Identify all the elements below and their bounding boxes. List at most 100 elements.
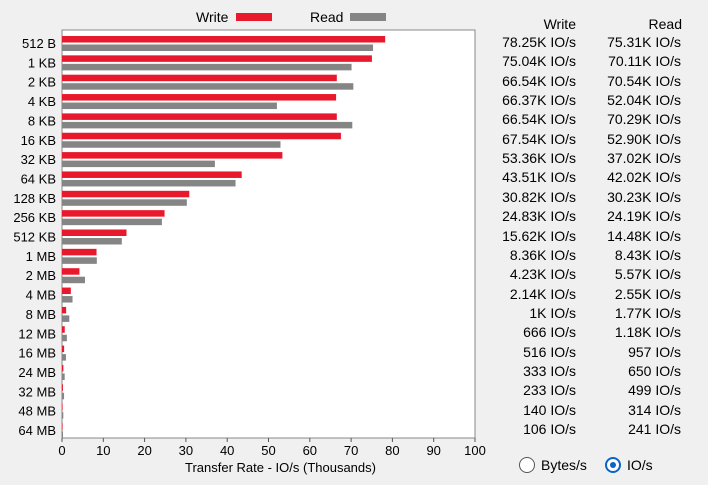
category-label: 8 MB xyxy=(26,307,56,322)
table-row: 24.83K IO/s 24.19K IO/s xyxy=(480,208,705,226)
write-value: 140 IO/s xyxy=(523,401,576,418)
write-value: 233 IO/s xyxy=(523,382,576,399)
x-tick-label: 90 xyxy=(426,443,440,458)
read-value: 70.54K IO/s xyxy=(607,72,681,89)
write-bar xyxy=(62,190,190,198)
category-label: 128 KB xyxy=(13,191,56,206)
chart-svg: 512 B 1 KB 2 KB 4 KB 8 KB 16 KB 32 KB 64 KB 128 … xyxy=(13,29,486,475)
category-label: 64 MB xyxy=(18,423,56,438)
write-bar xyxy=(62,152,283,159)
legend-write-label: Write xyxy=(196,9,229,25)
ios-per-second-radio[interactable]: IO/s xyxy=(605,455,653,475)
table-row: 333 IO/s 650 IO/s xyxy=(480,363,705,381)
x-axis-label: Transfer Rate - IO/s (Thousands) xyxy=(185,460,376,475)
x-tick-label: 10 xyxy=(96,443,110,458)
read-value: 42.02K IO/s xyxy=(607,169,681,186)
write-bar xyxy=(62,423,63,430)
write-value: 8.36K IO/s xyxy=(509,246,576,263)
write-value: 78.25K IO/s xyxy=(502,34,576,50)
table-row: 15.62K IO/s 14.48K IO/s xyxy=(480,228,705,246)
ios-radio-label: IO/s xyxy=(627,457,653,473)
write-value: 66.37K IO/s xyxy=(502,92,576,109)
table-row: 233 IO/s 499 IO/s xyxy=(480,382,705,400)
table-row: 666 IO/s 1.18K IO/s xyxy=(480,324,705,342)
read-value: 1.77K IO/s xyxy=(614,304,681,321)
table-row: 53.36K IO/s 37.02K IO/s xyxy=(480,150,705,168)
table-row: 66.37K IO/s 52.04K IO/s xyxy=(480,92,705,110)
write-bar xyxy=(62,306,67,314)
ios-radio-circle[interactable] xyxy=(605,457,621,473)
category-label: 16 KB xyxy=(21,133,56,148)
bytes-radio-circle[interactable] xyxy=(519,457,535,473)
read-value: 8.43K IO/s xyxy=(614,246,681,263)
x-tick-label: 80 xyxy=(385,443,399,458)
read-value: 957 IO/s xyxy=(628,343,681,360)
x-tick-label: 70 xyxy=(344,443,358,458)
read-value: 2.55K IO/s xyxy=(614,285,681,302)
transfer-rate-chart: 512 B 1 KB 2 KB 4 KB 8 KB 16 KB 32 KB 64 KB 128 … xyxy=(13,29,486,475)
write-value: 30.82K IO/s xyxy=(502,188,576,205)
bytes-per-second-radio[interactable]: Bytes/s xyxy=(519,455,587,475)
write-value: 66.54K IO/s xyxy=(502,111,576,128)
read-value: 70.29K IO/s xyxy=(607,111,681,128)
write-value: 75.04K IO/s xyxy=(502,53,576,70)
write-bar xyxy=(62,113,337,120)
category-label: 512 KB xyxy=(13,230,56,245)
read-bar xyxy=(62,296,73,303)
write-value: 1K IO/s xyxy=(529,304,576,321)
write-bar xyxy=(62,364,64,372)
write-bar xyxy=(62,55,372,62)
write-bar xyxy=(62,248,97,256)
table-row: 140 IO/s 314 IO/s xyxy=(480,402,705,420)
x-tick-label: 20 xyxy=(137,443,151,458)
read-value: 24.19K IO/s xyxy=(607,208,681,225)
table-row: 2.14K IO/s 2.55K IO/s xyxy=(480,286,705,304)
category-label: 1 KB xyxy=(28,55,56,70)
category-label: 48 MB xyxy=(18,404,56,419)
chart-legend: Write Read xyxy=(0,8,470,26)
x-tick-label: 0 xyxy=(58,443,65,458)
read-bar xyxy=(62,354,66,361)
read-bar xyxy=(62,315,70,322)
category-label: 4 MB xyxy=(26,288,56,303)
write-value: 66.54K IO/s xyxy=(502,72,576,89)
category-label: 256 KB xyxy=(13,210,56,225)
x-tick-label: 100 xyxy=(464,443,486,458)
read-bar xyxy=(62,218,162,226)
read-value: 52.04K IO/s xyxy=(607,92,681,109)
table-row: 66.54K IO/s 70.29K IO/s xyxy=(480,111,705,129)
read-value: 1.18K IO/s xyxy=(614,324,681,341)
read-bar xyxy=(62,334,67,342)
legend-read-swatch xyxy=(350,13,386,21)
write-bar xyxy=(62,326,65,333)
read-bar xyxy=(62,199,187,206)
write-column-header: Write xyxy=(543,16,576,32)
read-bar xyxy=(62,160,215,168)
write-bar xyxy=(62,171,242,178)
category-label: 512 B xyxy=(22,36,56,51)
write-bar xyxy=(62,74,337,82)
read-bar xyxy=(62,179,236,187)
read-bar xyxy=(62,412,64,419)
write-value: 15.62K IO/s xyxy=(502,227,576,244)
write-bar xyxy=(62,132,341,140)
legend-read-label: Read xyxy=(310,9,344,25)
read-bar xyxy=(62,373,65,380)
category-label: 24 MB xyxy=(18,365,56,380)
category-label: 16 MB xyxy=(18,346,56,361)
legend-write-swatch xyxy=(236,13,272,21)
write-value: 67.54K IO/s xyxy=(502,130,576,147)
write-value: 106 IO/s xyxy=(523,421,576,437)
read-bar xyxy=(62,257,97,264)
read-value: 30.23K IO/s xyxy=(607,188,681,205)
write-bar xyxy=(62,94,337,101)
write-bar xyxy=(62,345,65,353)
x-tick-label: 40 xyxy=(220,443,234,458)
table-row: 43.51K IO/s 42.02K IO/s xyxy=(480,169,705,187)
read-bar xyxy=(62,102,277,110)
x-tick-label: 30 xyxy=(179,443,193,458)
read-value: 75.31K IO/s xyxy=(607,34,681,50)
write-bar xyxy=(62,36,386,43)
category-label: 2 KB xyxy=(28,75,56,90)
category-label: 4 KB xyxy=(28,94,56,109)
